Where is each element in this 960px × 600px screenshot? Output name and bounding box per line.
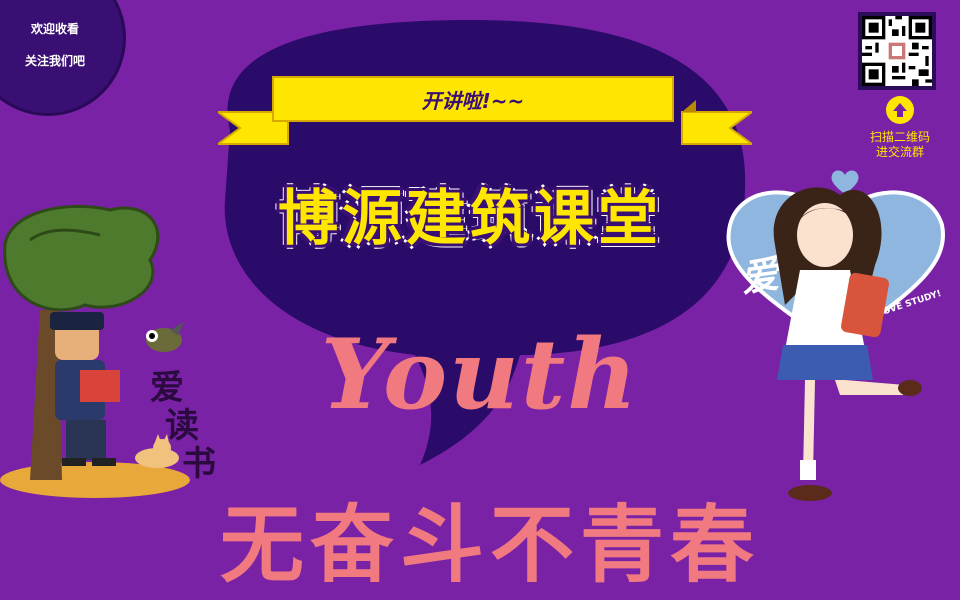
qr-hint-line-1: 扫描二维码	[869, 130, 930, 144]
qr-code-icon	[862, 16, 932, 86]
read-char-2: 读	[165, 406, 199, 446]
ribbon-banner: 开讲啦!~~	[272, 76, 674, 122]
student-girl-illustration	[773, 187, 922, 501]
badge-line-1: 欢迎收看	[30, 22, 79, 36]
small-heart-icon	[831, 170, 859, 194]
read-char-3: 书	[182, 444, 216, 484]
reading-boy-illustration	[0, 204, 190, 498]
cat-icon	[135, 434, 179, 468]
slogan: 无奋斗不青春	[219, 496, 760, 594]
speech-bubble	[224, 20, 746, 465]
qr-hint-line-2: 进交流群	[875, 145, 924, 159]
main-title: 博源建筑课堂	[278, 184, 662, 254]
qr-code[interactable]	[858, 12, 936, 90]
read-char-1: 爱	[150, 368, 184, 408]
ribbon-label: 开讲啦!~~	[421, 88, 525, 113]
arrow-up-icon	[886, 96, 914, 124]
youth-word: Youth	[320, 318, 640, 431]
qr-code-pattern	[862, 16, 932, 86]
qr-hint: 扫描二维码 进交流群	[850, 130, 950, 160]
badge-line-2: 关注我们吧	[24, 54, 85, 68]
bird-icon	[146, 322, 184, 352]
ribbon-right-tail	[681, 100, 752, 145]
